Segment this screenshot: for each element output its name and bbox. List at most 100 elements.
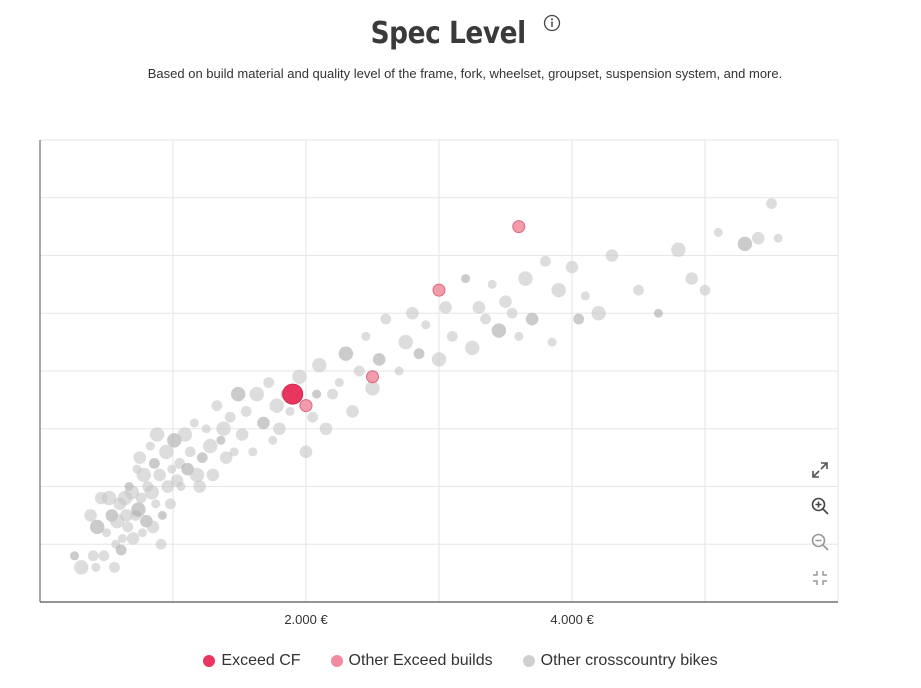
point-other-xc[interactable] [653,308,663,318]
point-other-xc[interactable] [292,369,307,384]
point-other-xc[interactable] [133,451,147,464]
point-other-xc[interactable] [229,447,239,457]
point-other-xc[interactable] [506,307,518,319]
point-other-xc[interactable] [465,340,480,356]
point-other-xc[interactable] [70,551,80,561]
point-other-xc[interactable] [461,274,471,284]
point-other-xc[interactable] [257,416,270,430]
point-other-exceed[interactable] [299,399,313,413]
point-other-xc[interactable] [312,389,322,399]
point-other-xc[interactable] [421,320,431,330]
point-other-xc[interactable] [480,313,491,325]
point-other-xc[interactable] [248,447,258,457]
point-other-xc[interactable] [216,435,226,445]
point-other-xc[interactable] [591,306,606,321]
point-other-xc[interactable] [167,464,177,474]
point-other-xc[interactable] [580,291,590,301]
point-other-xc[interactable] [551,282,566,298]
point-other-xc[interactable] [137,528,147,538]
point-other-xc[interactable] [353,365,365,377]
point-other-xc[interactable] [240,406,252,417]
point-other-xc[interactable] [346,405,359,418]
legend-item-other-xc[interactable]: Other crosscountry bikes [522,652,718,670]
point-other-xc[interactable] [159,444,174,460]
point-other-xc[interactable] [102,528,111,538]
point-other-xc[interactable] [565,260,579,274]
point-other-xc[interactable] [177,427,193,442]
point-other-xc[interactable] [365,381,380,396]
point-other-xc[interactable] [249,386,264,402]
point-other-xc[interactable] [307,411,319,423]
point-other-xc[interactable] [439,301,452,314]
point-other-xc[interactable] [273,422,286,436]
point-other-xc[interactable] [319,422,333,436]
point-other-xc[interactable] [605,249,619,262]
zoom-in-icon[interactable] [808,494,832,518]
point-other-xc[interactable] [216,421,231,436]
point-other-xc[interactable] [91,562,101,572]
collapse-icon[interactable] [808,566,832,590]
point-other-xc[interactable] [124,485,139,500]
point-other-xc[interactable] [146,520,160,534]
point-other-xc[interactable] [224,411,236,423]
point-other-xc[interactable] [699,284,711,296]
point-other-xc[interactable] [514,331,524,341]
point-other-xc[interactable] [398,334,413,350]
point-other-xc[interactable] [573,313,585,325]
point-other-xc[interactable] [472,301,486,314]
point-other-xc[interactable] [126,532,140,545]
point-other-xc[interactable] [164,498,176,510]
point-other-xc[interactable] [135,492,147,504]
point-other-xc[interactable] [499,295,512,309]
point-other-xc[interactable] [155,538,167,550]
point-other-xc[interactable] [122,521,134,533]
point-other-xc[interactable] [312,358,327,373]
point-other-xc[interactable] [211,400,223,412]
point-other-xc[interactable] [203,438,218,454]
point-other-xc[interactable] [145,441,155,451]
point-other-xc[interactable] [176,482,186,491]
point-other-xc[interactable] [737,236,753,252]
point-other-xc[interactable] [773,233,783,243]
point-other-exceed[interactable] [366,370,379,384]
point-other-xc[interactable] [406,306,419,320]
point-other-xc[interactable] [446,330,458,342]
point-other-xc[interactable] [167,433,182,448]
point-other-xc[interactable] [361,331,371,341]
point-other-xc[interactable] [380,313,392,325]
point-other-xc[interactable] [327,388,338,400]
point-other-xc[interactable] [766,198,777,209]
point-exceed-cf[interactable] [282,383,304,405]
point-other-xc[interactable] [148,458,160,469]
point-other-xc[interactable] [394,366,404,376]
point-other-xc[interactable] [338,346,354,361]
point-other-xc[interactable] [136,467,151,483]
point-other-xc[interactable] [671,242,686,257]
point-other-xc[interactable] [269,398,284,413]
point-other-xc[interactable] [518,271,533,286]
point-other-xc[interactable] [131,502,146,517]
point-other-xc[interactable] [540,255,551,267]
point-other-xc[interactable] [109,561,120,573]
expand-icon[interactable] [808,458,832,482]
point-other-xc[interactable] [193,480,206,493]
point-other-xc[interactable] [189,467,205,483]
zoom-out-icon[interactable] [808,530,832,554]
point-other-xc[interactable] [120,509,133,522]
point-other-xc[interactable] [74,560,89,575]
point-other-xc[interactable] [184,446,196,458]
point-other-xc[interactable] [115,544,127,556]
legend-item-exceed-cf[interactable]: Exceed CF [203,652,301,670]
point-other-xc[interactable] [268,435,278,445]
point-other-xc[interactable] [189,418,199,428]
point-other-xc[interactable] [263,377,275,388]
info-icon[interactable] [543,14,561,32]
point-other-xc[interactable] [206,468,220,482]
point-other-xc[interactable] [219,451,233,464]
point-other-xc[interactable] [201,424,211,434]
point-other-xc[interactable] [153,468,166,482]
point-other-exceed[interactable] [512,220,526,234]
point-other-xc[interactable] [285,406,295,416]
point-other-xc[interactable] [633,284,644,296]
point-other-xc[interactable] [151,499,161,509]
